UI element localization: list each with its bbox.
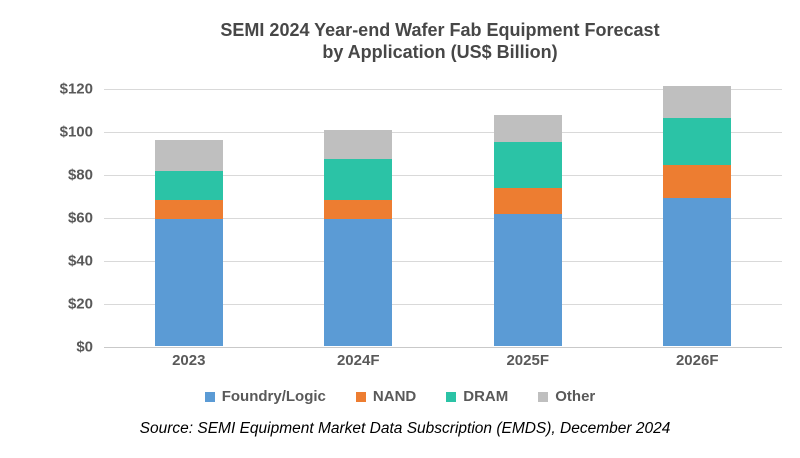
bar-segment-2026f-other — [663, 85, 732, 119]
gridline — [104, 217, 782, 219]
bar-segment-2025f-other — [493, 114, 562, 142]
bar-segment-2023-nand — [154, 199, 223, 220]
y-axis-tick-label: $0 — [76, 338, 93, 356]
gridline — [104, 260, 782, 262]
gridline — [104, 131, 782, 133]
bar-segment-2026f-nand — [663, 165, 732, 198]
bar-segment-2026f-foundry-logic — [663, 197, 732, 346]
bar-segment-2024f-other — [324, 129, 393, 159]
legend-item-nand: NAND — [355, 388, 417, 405]
x-axis-label-2023: 2023 — [172, 352, 206, 369]
gridline — [104, 303, 782, 305]
bar-segment-2023-other — [154, 139, 223, 171]
legend-label-other: Other — [555, 388, 596, 405]
legend-item-foundry-logic: Foundry/Logic — [204, 388, 326, 405]
bar-segment-2023-dram — [154, 170, 223, 200]
legend-label-foundry-logic: Foundry/Logic — [221, 388, 326, 405]
y-axis-tick-label: $20 — [67, 295, 93, 313]
bar-segment-2026f-dram — [663, 118, 732, 166]
y-axis-tick-label: $60 — [67, 209, 93, 227]
legend-label-nand: NAND — [372, 388, 417, 405]
gridline — [104, 88, 782, 90]
bar-segment-2024f-dram — [324, 158, 393, 200]
legend-swatch-other — [538, 391, 549, 402]
legend-label-dram: DRAM — [463, 388, 509, 405]
legend: Foundry/Logic NAND DRAM Other — [0, 388, 800, 405]
bar-segment-2024f-nand — [324, 199, 393, 220]
bar-2025f — [493, 114, 562, 346]
bar-2026f — [663, 85, 732, 346]
y-axis-tick-label: $100 — [59, 123, 93, 141]
bar-segment-2023-foundry-logic — [154, 219, 223, 346]
x-axis-label-2025f: 2025F — [506, 352, 550, 369]
bar-segment-2025f-foundry-logic — [493, 213, 562, 346]
x-axis-label-2024f: 2024F — [336, 352, 380, 369]
chart-title-line1: SEMI 2024 Year-end Wafer Fab Equipment F… — [220, 20, 660, 40]
plot-area — [104, 85, 782, 348]
chart-title: SEMI 2024 Year-end Wafer Fab Equipment F… — [80, 19, 800, 63]
bar-segment-2024f-foundry-logic — [324, 219, 393, 346]
bar-segment-2025f-nand — [493, 187, 562, 214]
x-axis-label-2026f: 2026F — [675, 352, 719, 369]
y-axis-tick-label: $80 — [67, 166, 93, 184]
bar-2024f — [324, 129, 393, 346]
legend-swatch-foundry-logic — [204, 391, 215, 402]
gridline — [104, 174, 782, 176]
x-axis-line — [104, 346, 782, 348]
bar-2023 — [154, 139, 223, 346]
legend-item-other: Other — [538, 388, 595, 405]
source-note: Source: SEMI Equipment Market Data Subsc… — [139, 420, 671, 437]
legend-swatch-nand — [355, 391, 366, 402]
y-axis-tick-label: $120 — [59, 80, 93, 98]
legend-item-dram: DRAM — [446, 388, 508, 405]
y-axis-tick-label: $40 — [67, 252, 93, 270]
chart-title-line2: by Application (US$ Billion) — [322, 42, 558, 62]
bar-segment-2025f-dram — [493, 141, 562, 188]
legend-swatch-dram — [446, 391, 457, 402]
